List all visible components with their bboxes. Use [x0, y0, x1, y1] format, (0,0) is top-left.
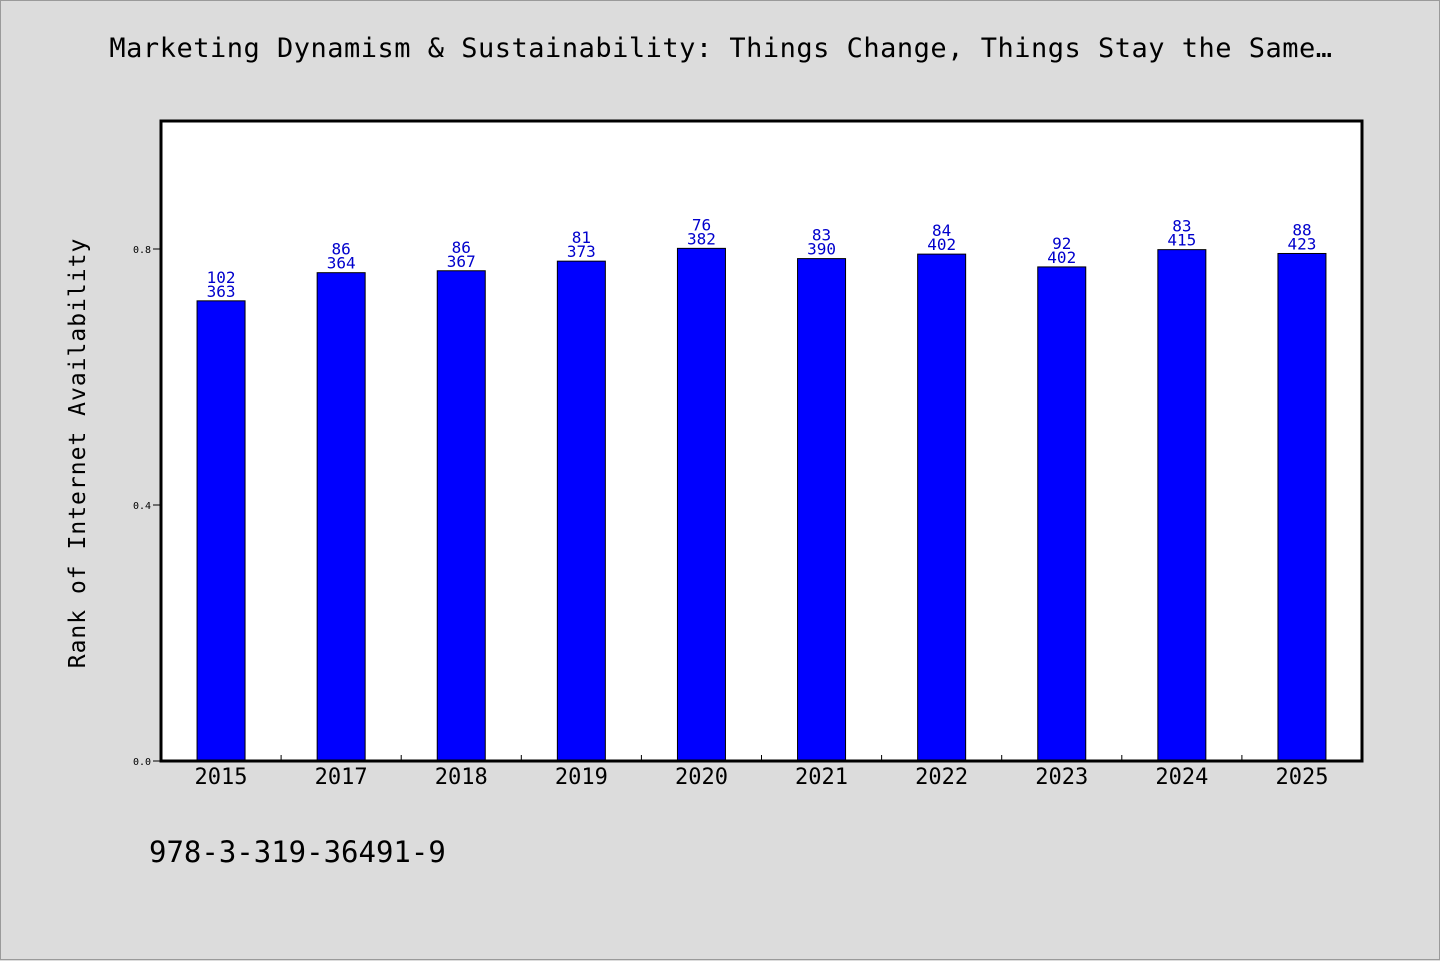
x-tick-label: 2024 [1155, 765, 1208, 790]
y-tick-label: 0.8 [133, 245, 151, 256]
y-axis-label: Rank of Internet Availability [65, 238, 91, 669]
bar-label-top: 88 [1292, 220, 1311, 239]
bar-label-top: 83 [812, 226, 831, 245]
bar-label-bottom: 367 [447, 252, 476, 271]
bar [316, 272, 366, 762]
bar-label-top: 83 [1172, 217, 1191, 236]
bar-label-bottom: 364 [327, 254, 356, 273]
bar [196, 300, 246, 762]
bar-label-bottom: 402 [927, 235, 956, 254]
bar-label-top: 86 [332, 240, 351, 259]
bar-label-bottom: 390 [807, 240, 836, 259]
bar-label-top: 102 [207, 268, 236, 287]
x-tick-label: 2025 [1275, 765, 1328, 790]
isbn-text: 978-3-319-36491-9 [149, 835, 446, 869]
x-tick-label: 2023 [1035, 765, 1088, 790]
plot-border [159, 119, 1364, 763]
x-tick-label: 2021 [795, 765, 848, 790]
bar-label-top: 92 [1052, 234, 1071, 253]
x-tick-label: 2022 [915, 765, 968, 790]
x-tick-label: 2020 [675, 765, 728, 790]
x-tick-label: 2015 [195, 765, 248, 790]
bar [1157, 249, 1207, 762]
bar [797, 258, 847, 762]
bar [556, 260, 606, 762]
bar-label-bottom: 382 [687, 229, 716, 248]
y-tick-label: 0.0 [133, 757, 151, 768]
x-tick-label: 2018 [435, 765, 488, 790]
bar [1037, 266, 1087, 762]
bar [676, 247, 726, 762]
bar [1277, 252, 1327, 762]
bar-label-bottom: 363 [207, 282, 236, 301]
bar-label-top: 76 [692, 215, 711, 234]
y-tick-label: 0.4 [133, 501, 151, 512]
bar-label-top: 86 [452, 238, 471, 257]
bar [917, 253, 967, 762]
bar [436, 270, 486, 762]
bar-label-bottom: 415 [1167, 231, 1196, 250]
plot-area: 0.00.40.83631022015364862017367862018373… [133, 119, 1364, 790]
bar-label-top: 81 [572, 228, 591, 247]
x-tick-label: 2019 [555, 765, 608, 790]
x-tick-label: 2017 [315, 765, 368, 790]
chart-title: Marketing Dynamism & Sustainability: Thi… [109, 33, 1333, 64]
bar-label-bottom: 402 [1047, 248, 1076, 267]
bar-label-top: 84 [932, 221, 951, 240]
bar-label-bottom: 423 [1287, 234, 1316, 253]
bar-label-bottom: 373 [567, 242, 596, 261]
